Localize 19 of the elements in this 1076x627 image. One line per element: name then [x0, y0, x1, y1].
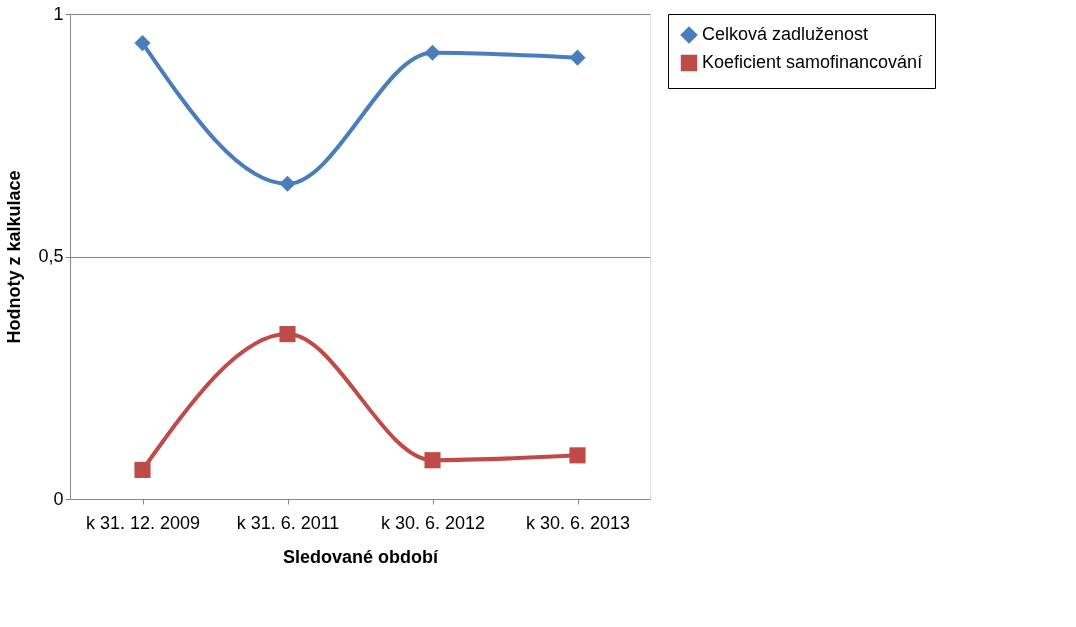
x-tick-label: k 30. 6. 2012	[380, 512, 486, 533]
point	[134, 35, 151, 52]
point	[134, 461, 151, 478]
point	[424, 44, 441, 61]
point	[569, 447, 586, 464]
x-axis-title: Sledované období	[282, 546, 439, 567]
legend-label: Koeficient samofinancování	[702, 52, 923, 72]
x-tick-label: k 31. 12. 2009	[85, 512, 201, 533]
x-tick-label: k 31. 6. 2011	[236, 512, 340, 533]
x-tick-label: k 30. 6. 2013	[525, 512, 631, 533]
y-tick-label: 0,5	[38, 246, 64, 266]
point	[279, 175, 296, 192]
point	[279, 326, 296, 343]
point	[569, 49, 586, 66]
y-tick-label: 0	[53, 488, 64, 509]
point	[424, 452, 441, 469]
legend-label: Celková zadluženost	[702, 24, 869, 44]
y-axis-title: Hodnoty z kalkulace	[4, 170, 25, 344]
y-tick-label: 1	[53, 3, 64, 24]
